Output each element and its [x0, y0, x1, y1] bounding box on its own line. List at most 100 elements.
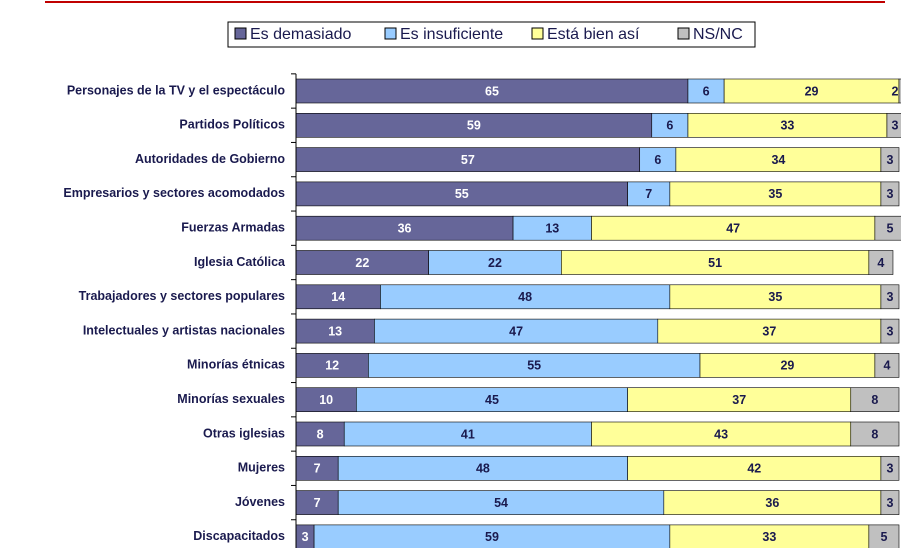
bar-segment [669, 181, 882, 207]
value-label: 41 [461, 427, 475, 441]
category-label: Iglesia Católica [194, 255, 286, 269]
value-label: 14 [331, 290, 345, 304]
value-label: 29 [780, 359, 794, 373]
value-label: 3 [886, 324, 893, 338]
value-label: 54 [494, 496, 508, 510]
category-label: Trabajadores y sectores populares [79, 289, 285, 303]
value-label: 37 [762, 324, 776, 338]
category-label: Personajes de la TV y el espectáculo [67, 83, 286, 97]
value-label: 29 [805, 84, 819, 98]
category-label: Otras iglesias [203, 426, 285, 440]
value-label: 35 [768, 290, 782, 304]
value-label: 34 [771, 153, 785, 167]
bar-segment [295, 318, 375, 344]
value-label: 3 [886, 462, 893, 476]
value-label: 8 [871, 393, 878, 407]
bar-segment [295, 455, 339, 481]
legend-swatch [234, 27, 247, 40]
bar-segment [880, 490, 900, 515]
bar-segment [295, 113, 653, 138]
bar-segment [880, 147, 900, 172]
bar-segment [561, 250, 870, 275]
value-label: 55 [527, 359, 541, 373]
category-label: Empresarios y sectores acomodados [63, 186, 285, 200]
value-label: 3 [886, 153, 893, 167]
category-label: Minorías étnicas [187, 358, 285, 372]
value-label: 43 [714, 427, 728, 441]
value-label: 42 [747, 462, 761, 476]
value-label: 7 [314, 496, 321, 510]
value-label: 37 [732, 393, 746, 407]
value-label: 6 [654, 153, 661, 167]
bar-segment [669, 284, 882, 310]
bar-segment [687, 113, 888, 138]
value-label: 7 [314, 462, 321, 476]
value-label: 8 [871, 427, 878, 441]
value-label: 12 [325, 359, 339, 373]
bar-segment [868, 250, 894, 275]
legend-label: Es demasiado [250, 26, 351, 43]
value-label: 33 [780, 119, 794, 133]
bar-segment [295, 490, 339, 515]
value-label: 47 [726, 221, 740, 235]
value-label: 4 [877, 256, 884, 270]
value-label: 22 [488, 256, 502, 270]
bar-segment [687, 78, 725, 104]
bar-segment [627, 181, 671, 207]
bar-segment [591, 215, 876, 241]
value-label: 36 [398, 221, 412, 235]
bar-segment [428, 250, 562, 275]
bar-segment [850, 387, 900, 413]
value-label: 5 [886, 221, 893, 235]
bar-segment [295, 78, 689, 104]
bar-segment [880, 181, 900, 207]
bar-segment [850, 421, 900, 447]
bar-segment [337, 455, 628, 481]
value-label: 59 [467, 119, 481, 133]
legend-swatch [531, 27, 544, 40]
value-label: 4 [883, 359, 890, 373]
bar-segment [355, 387, 628, 413]
value-label: 33 [762, 530, 776, 544]
bar-segment [295, 181, 628, 207]
category-label: Partidos Políticos [179, 118, 285, 132]
category-label: Mujeres [238, 461, 285, 475]
bar-segment [627, 387, 852, 413]
value-label: 3 [302, 530, 309, 544]
value-label: 51 [708, 256, 722, 270]
bar-segment [880, 318, 900, 344]
value-label: 35 [768, 187, 782, 201]
bar-segment [295, 387, 357, 413]
bar-segment [651, 113, 689, 138]
value-label: 13 [328, 324, 342, 338]
value-label: 48 [518, 290, 532, 304]
category-label: Discapacitados [193, 529, 285, 543]
value-label: 10 [319, 393, 333, 407]
category-label: Fuerzas Armadas [181, 220, 285, 234]
bar-segment [337, 490, 665, 515]
bar-segment [868, 524, 900, 548]
bar-segment [874, 215, 901, 241]
category-label: Minorías sexuales [177, 392, 285, 406]
value-label: 5 [880, 530, 887, 544]
value-label: 47 [509, 324, 523, 338]
value-label: 59 [485, 530, 499, 544]
legend-swatch [384, 27, 397, 40]
category-label: Intelectuales y artistas nacionales [83, 323, 285, 337]
value-label: 3 [886, 187, 893, 201]
value-label: 45 [485, 393, 499, 407]
value-label: 2 [892, 84, 899, 98]
value-label: 3 [886, 496, 893, 510]
legend-label: Está bien así [547, 26, 640, 43]
bar-segment [880, 284, 900, 310]
bar-segment [898, 78, 901, 104]
value-label: 6 [666, 119, 673, 133]
value-label: 13 [545, 221, 559, 235]
bar-segment [639, 147, 677, 172]
bar-segment [295, 353, 369, 378]
value-label: 3 [886, 290, 893, 304]
bar-segment [880, 455, 900, 481]
bar-segment [874, 353, 900, 378]
bar-segment [374, 318, 659, 344]
